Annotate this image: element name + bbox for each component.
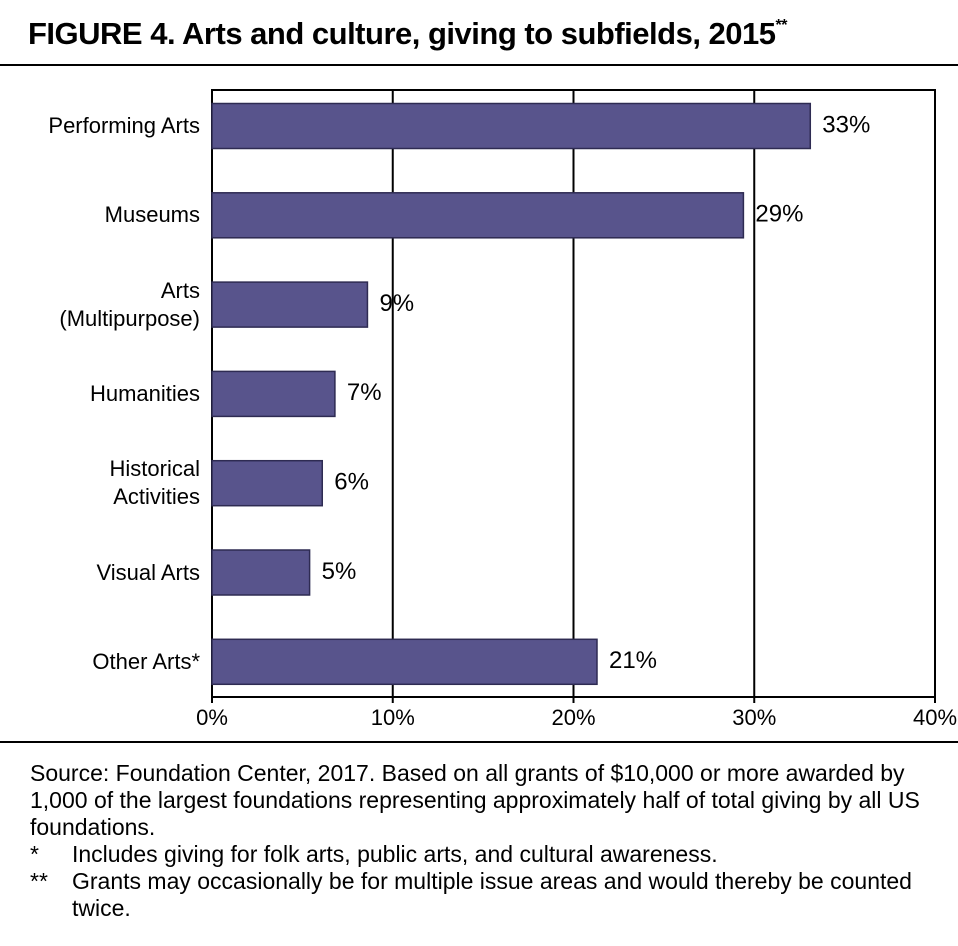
chart-title-block: FIGURE 4. Arts and culture, giving to su… [28, 16, 787, 52]
bar [211, 370, 336, 418]
category-label: Performing Arts [48, 113, 200, 138]
x-tick-label: 0% [196, 705, 228, 730]
category-label: Humanities [89, 380, 200, 406]
value-label: 7% [347, 379, 382, 406]
bar [211, 549, 311, 596]
value-label: 5% [322, 558, 357, 585]
category-label: Museums [104, 202, 200, 228]
bar [211, 281, 369, 328]
bar [211, 192, 745, 239]
note: ** Grants may occasionally be for multipl… [30, 868, 930, 922]
chart-title: FIGURE 4. Arts and culture, giving to su… [28, 16, 776, 51]
source: Source: Foundation Center, 2017. Based o… [30, 760, 920, 840]
note-text: Includes giving for folk arts, public ar… [72, 841, 718, 867]
bar [211, 459, 324, 507]
x-tick-label: 10% [371, 705, 415, 730]
x-tick-label: 40% [913, 705, 957, 730]
note-text: Grants may occasionally be for multiple … [72, 868, 912, 921]
value-label: 21% [609, 647, 657, 674]
note-mark: ** [30, 868, 48, 894]
x-tick-label: 20% [551, 705, 595, 730]
value-label: 6% [334, 469, 369, 496]
value-label: 33% [822, 111, 870, 138]
value-label: 9% [379, 290, 414, 317]
note: * Includes giving for folk arts, public a… [30, 841, 930, 868]
value-label: 29% [755, 201, 803, 228]
bar [211, 638, 598, 686]
title-note-mark: ** [775, 17, 788, 34]
category-label: Arts (Multipurpose) [59, 277, 200, 331]
x-tick-label: 30% [732, 705, 776, 730]
category-label: Historical Activities [109, 456, 200, 510]
category-label: Other Arts* [92, 648, 200, 674]
bar [211, 102, 812, 150]
note-mark: * [30, 841, 39, 867]
footnotes: Source: Foundation Center, 2017. Based o… [30, 760, 930, 922]
category-label: Visual Arts [96, 559, 200, 585]
